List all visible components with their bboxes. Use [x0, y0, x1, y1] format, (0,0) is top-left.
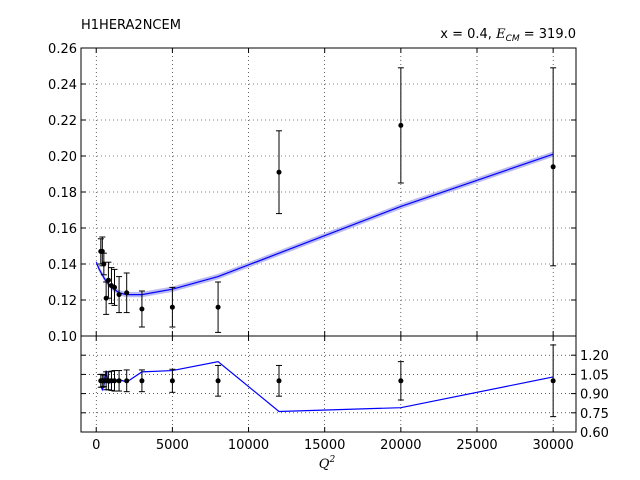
- main-data-point: [550, 67, 557, 267]
- y-tick-label: 0.12: [48, 294, 77, 309]
- main-data-point: [169, 286, 176, 328]
- x-tick-label: 0: [92, 438, 100, 453]
- ratio-frame: [80, 335, 577, 433]
- ratio-marker: [139, 378, 145, 384]
- ratio-y-tick-label: 0.75: [580, 407, 609, 422]
- x-axis-label-base: Q: [319, 457, 330, 472]
- ratio-data-point: [550, 344, 557, 418]
- y-tick-label: 0.10: [48, 330, 77, 345]
- main-data-point: [99, 236, 106, 267]
- main-marker: [105, 277, 111, 283]
- y-tick-label: 0.18: [48, 186, 77, 201]
- ratio-theory-line: [100, 360, 554, 413]
- ratio-marker: [398, 378, 404, 384]
- main-marker: [101, 261, 107, 267]
- main-marker: [112, 284, 118, 290]
- main-marker: [550, 164, 556, 170]
- ratio-data-point: [138, 369, 145, 393]
- y-tick-label: 0.20: [48, 150, 77, 165]
- main-marker: [139, 306, 145, 312]
- ratio-y-tick-label: 1.20: [580, 349, 609, 364]
- annotation-e-subscript: CM: [506, 34, 520, 44]
- x-tick-label: 30000: [532, 438, 573, 453]
- x-tick-label: 20000: [380, 438, 421, 453]
- y-tick-label: 0.14: [48, 258, 77, 273]
- main-theory-line: [95, 153, 554, 296]
- main-marker: [215, 304, 221, 310]
- ratio-data-point: [123, 369, 130, 393]
- main-marker: [169, 304, 175, 310]
- y-tick-label: 0.26: [48, 42, 77, 57]
- main-panel: 0.10 0.12 0.14 0.16 0.18 0.20 0.22 0.24 0.26: [48, 42, 577, 345]
- ratio-marker: [124, 378, 130, 384]
- main-data-point: [276, 130, 282, 215]
- annotation-e-symbol: E: [495, 27, 506, 42]
- ratio-data-point: [215, 364, 222, 397]
- ratio-marker: [112, 378, 118, 384]
- chart-annotation: x = 0.4, ECM = 319.0: [440, 27, 576, 44]
- y-tick-label: 0.16: [48, 222, 77, 237]
- ratio-plot-area: [97, 344, 557, 418]
- ratio-marker: [550, 378, 556, 384]
- ratio-y-tick-label: 0.60: [580, 426, 609, 441]
- main-marker: [276, 169, 282, 175]
- x-axis-label: Q2: [319, 455, 336, 472]
- annotation-e-value: = 319.0: [520, 27, 576, 42]
- main-data-point: [397, 67, 404, 184]
- x-axis-label-sup: 2: [328, 455, 335, 465]
- main-marker: [116, 292, 122, 298]
- main-data-point: [100, 252, 107, 276]
- main-data-point: [111, 268, 118, 306]
- x-tick-label: 10000: [228, 438, 269, 453]
- ratio-y-tick-label: 1.05: [580, 368, 609, 383]
- ratio-marker: [116, 378, 122, 384]
- main-data-point: [215, 281, 222, 333]
- ratio-marker: [169, 378, 175, 384]
- x-tick-label: 15000: [304, 438, 345, 453]
- ratio-data-point: [276, 364, 282, 397]
- main-marker: [398, 122, 404, 128]
- y-tick-label: 0.22: [48, 114, 77, 129]
- ratio-marker: [276, 378, 282, 384]
- main-data-point: [116, 276, 123, 314]
- ratio-data-point: [169, 368, 176, 393]
- y-tick-label: 0.24: [48, 78, 77, 93]
- chart-title: H1HERA2NCEM: [81, 18, 181, 33]
- x-tick-label: 25000: [456, 438, 497, 453]
- ratio-data-point: [397, 361, 404, 401]
- main-data-point: [138, 290, 145, 328]
- main-plot-area: [95, 67, 557, 333]
- main-marker: [124, 290, 130, 296]
- ratio-panel: 0 5000 10000 15000 20000 25000 30000 0.60 0.75 0.…: [80, 335, 609, 453]
- main-data-point: [105, 261, 112, 299]
- ratio-data-point: [116, 370, 123, 392]
- annotation-x: x = 0.4,: [440, 27, 496, 42]
- main-data-point: [123, 272, 130, 314]
- ratio-y-tick-label: 0.90: [580, 388, 609, 403]
- x-tick-label: 5000: [156, 438, 189, 453]
- main-marker: [99, 248, 105, 254]
- ratio-marker: [215, 378, 221, 384]
